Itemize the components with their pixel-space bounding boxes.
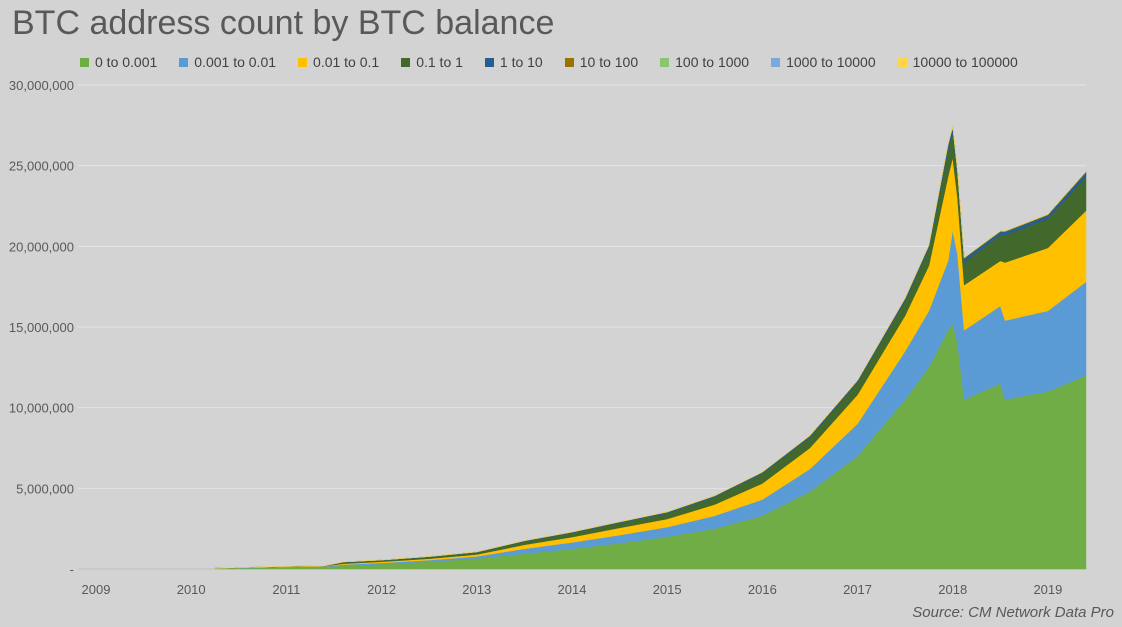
y-tick-label: 20,000,000 — [9, 239, 74, 254]
legend-swatch — [771, 57, 781, 67]
legend-item: 0.1 to 1 — [401, 54, 463, 70]
legend-swatch — [80, 57, 89, 67]
legend-swatch — [298, 57, 308, 67]
legend-item: 0 to 0.001 — [80, 54, 157, 70]
y-tick-label: 15,000,000 — [9, 320, 74, 335]
legend-swatch — [401, 57, 411, 67]
area-series — [214, 126, 1087, 569]
legend-item: 1 to 10 — [484, 54, 543, 70]
x-tick-label: 2012 — [367, 582, 396, 597]
legend-item: 10 to 100 — [564, 54, 639, 70]
legend-label: 0.001 to 0.01 — [194, 54, 277, 70]
legend-label: 10000 to 100000 — [912, 54, 1018, 70]
chart-title: BTC address count by BTC balance — [12, 4, 555, 42]
x-tick-label: 2015 — [653, 582, 682, 597]
x-tick-label: 2014 — [558, 582, 587, 597]
legend-swatch — [660, 57, 670, 67]
legend-swatch — [897, 57, 907, 67]
x-tick-label: 2016 — [748, 582, 777, 597]
legend-swatch — [179, 57, 189, 67]
legend: 0 to 0.001 0.001 to 0.01 0.01 to 0.1 0.1 to… — [80, 54, 1110, 70]
x-tick-label: 2017 — [843, 582, 872, 597]
legend-item: 100 to 1000 — [660, 54, 749, 70]
legend-swatch — [484, 57, 494, 67]
legend-item: 1000 to 10000 — [771, 54, 876, 70]
y-tick-label: 25,000,000 — [9, 159, 74, 174]
x-tick-label: 2011 — [272, 582, 300, 597]
x-tick-label: 2018 — [938, 582, 967, 597]
source-note: Source: CM Network Data Pro — [912, 604, 1114, 621]
legend-label: 1000 to 10000 — [786, 54, 876, 70]
legend-label: 0.01 to 0.1 — [313, 54, 380, 70]
x-tick-label: 2013 — [462, 582, 491, 597]
legend-item: 0.01 to 0.1 — [298, 54, 379, 70]
legend-item: 10000 to 100000 — [897, 54, 1018, 70]
legend-label: 10 to 100 — [579, 54, 639, 70]
y-tick-label: - — [70, 562, 74, 577]
x-tick-label: 2019 — [1033, 582, 1062, 597]
x-tick-label: 2009 — [82, 582, 111, 597]
y-tick-label: 5,000,000 — [16, 481, 74, 496]
legend-label: 1 to 10 — [499, 54, 543, 70]
legend-label: 0.1 to 1 — [416, 54, 463, 70]
legend-item: 0.001 to 0.01 — [179, 54, 276, 70]
y-tick-label: 10,000,000 — [9, 401, 74, 416]
x-tick-label: 2010 — [177, 582, 206, 597]
legend-swatch — [564, 57, 574, 67]
legend-label: 100 to 1000 — [675, 54, 750, 70]
y-tick-label: 30,000,000 — [9, 78, 74, 93]
legend-label: 0 to 0.001 — [95, 54, 158, 70]
